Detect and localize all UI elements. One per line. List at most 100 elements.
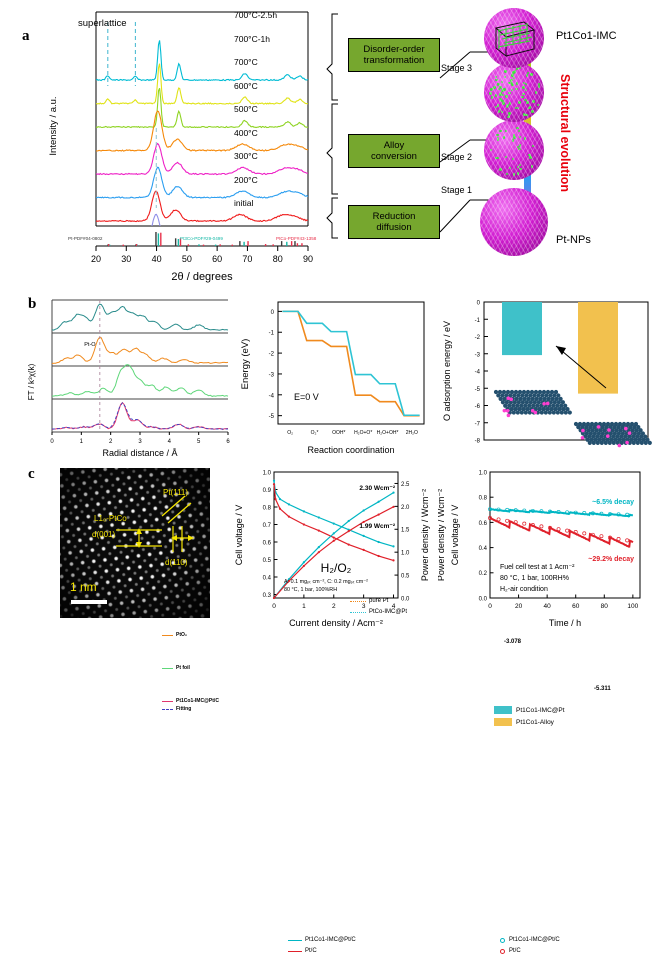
imc-superlattice-icon bbox=[494, 21, 536, 58]
particle-bottom-label: Pt-NPs bbox=[556, 234, 591, 246]
svg-text:2: 2 bbox=[332, 603, 336, 610]
svg-text:-5: -5 bbox=[269, 414, 275, 420]
svg-text:1: 1 bbox=[302, 603, 306, 610]
svg-text:OOH*: OOH* bbox=[332, 430, 345, 436]
energy-legend-item: PtCo-IMC@Pt bbox=[350, 609, 407, 615]
svg-text:40: 40 bbox=[544, 603, 552, 610]
polarization-legend-label: Pt1Co1-IMC@Pt/C bbox=[305, 937, 356, 943]
peak-power-imc-label: 2.30 Wcm⁻² bbox=[359, 485, 395, 492]
svg-text:1.0: 1.0 bbox=[401, 551, 410, 557]
panel-b: b Pt-O 0 1 2 3 4 5 6 FT / k³χ(k) Radial distan… bbox=[0, 292, 672, 726]
svg-text:O₂: O₂ bbox=[287, 430, 293, 436]
polarization-gas-label: H₂/O₂ bbox=[321, 561, 352, 575]
svg-text:0.0: 0.0 bbox=[479, 596, 488, 602]
durability-legend-label: Pt1Co1-IMC@Pt/C bbox=[509, 937, 560, 943]
svg-text:70: 70 bbox=[242, 254, 252, 264]
exafs-legend-label: Pt1Co1-IMC@Pt/C bbox=[176, 698, 219, 704]
svg-text:O₂*: O₂* bbox=[311, 430, 319, 436]
svg-text:-3: -3 bbox=[269, 372, 275, 378]
particle-top-label: Pt1Co1-IMC bbox=[556, 30, 617, 42]
polarization-ylabel-left: Cell voltage / V bbox=[234, 505, 244, 566]
svg-text:0: 0 bbox=[272, 603, 276, 610]
polarization-legend-label: Pt/C bbox=[305, 948, 317, 954]
structural-evolution-label: Structural evolution bbox=[558, 74, 572, 193]
xrd-plot: 20 30 40 50 60 70 80 90 Intensity / a.u. 2θ / d… bbox=[48, 11, 313, 283]
stem-phase-label: L1₀-PtCo bbox=[94, 514, 127, 523]
exafs-legend-label: Pt foil bbox=[176, 665, 190, 671]
durability-plot: 1.0 0.8 0.6 0.4 0.2 0.0 0 20 40 60 80 100 Cell vol… bbox=[438, 470, 641, 628]
stage1-box[interactable]: Reduction diffusion bbox=[348, 205, 440, 239]
panel-b-letter: b bbox=[28, 296, 37, 312]
xrd-curve-label: 700°C-2.5h bbox=[234, 10, 278, 20]
svg-text:5: 5 bbox=[197, 439, 201, 445]
svg-text:60: 60 bbox=[212, 254, 222, 264]
stage3-box[interactable]: Disorder-order transformation bbox=[348, 38, 440, 72]
exafs-plot: Pt-O 0 1 2 3 4 5 6 FT / k³χ(k) Radial distance… bbox=[27, 299, 230, 458]
svg-text:1.5: 1.5 bbox=[401, 528, 410, 534]
stage1-line1: Reduction bbox=[372, 211, 416, 222]
svg-text:1.0: 1.0 bbox=[479, 470, 488, 476]
durability-ylabel-left: Cell voltage / V bbox=[450, 505, 460, 566]
energy-diagram-plot: 0 -1 -2 -3 -4 -5 O₂ O₂* OOH* H₂O+O* H₂O+OH* 2H₂O E… bbox=[240, 301, 425, 455]
svg-text:-7: -7 bbox=[475, 421, 481, 427]
svg-text:0.0: 0.0 bbox=[401, 596, 410, 602]
stage2-line2: conversion bbox=[371, 151, 417, 162]
nanoparticle-pt1co1-imc bbox=[484, 8, 544, 68]
adsorption-legend-label: Pt1Co1-IMC@Pt bbox=[516, 706, 565, 714]
panel-c: c Pt(111) L1₀-PtCo d(001) d(110) 1 nm bbox=[0, 462, 672, 954]
svg-text:2.5: 2.5 bbox=[401, 482, 410, 488]
svg-text:0.6: 0.6 bbox=[263, 540, 272, 546]
potential-label: E=0 V bbox=[294, 392, 319, 402]
xrd-curve-label: 600°C bbox=[234, 80, 258, 91]
stage-braces bbox=[326, 13, 338, 239]
energy-legend-item: pure Pt bbox=[350, 598, 388, 604]
svg-text:60: 60 bbox=[572, 603, 580, 610]
svg-text:-4: -4 bbox=[475, 370, 481, 376]
superlattice-annotation: superlattice bbox=[78, 18, 127, 29]
svg-text:20: 20 bbox=[91, 254, 101, 264]
stage3-line2: transformation bbox=[363, 55, 425, 66]
svg-text:0.7: 0.7 bbox=[263, 523, 272, 529]
svg-text:-8: -8 bbox=[475, 439, 481, 445]
svg-text:90: 90 bbox=[303, 254, 313, 264]
xrd-curve-label: 700°C bbox=[234, 57, 258, 67]
svg-text:100: 100 bbox=[627, 603, 638, 610]
stem-pt111-label: Pt(111) bbox=[163, 488, 189, 497]
xrd-curve-label: 200°C bbox=[234, 174, 258, 185]
svg-text:1: 1 bbox=[80, 439, 84, 445]
durability-legend-item: Pt/C bbox=[500, 948, 521, 954]
svg-text:0: 0 bbox=[488, 603, 492, 610]
svg-text:-1: -1 bbox=[269, 331, 275, 337]
xrd-curve-label: 400°C bbox=[234, 127, 258, 138]
svg-text:3: 3 bbox=[362, 603, 366, 610]
exafs-legend-item-fitting: Fitting bbox=[162, 706, 191, 712]
stage2-label: Stage 2 bbox=[441, 152, 473, 162]
exafs-legend-item: PtO₂ bbox=[162, 632, 187, 638]
svg-text:6: 6 bbox=[226, 439, 230, 445]
stem-d001-label: d(001) bbox=[92, 530, 116, 539]
svg-text:-2: -2 bbox=[475, 335, 481, 341]
exafs-legend-label-fitting: Fitting bbox=[176, 706, 192, 712]
xrd-curve-label: 500°C bbox=[234, 104, 258, 114]
polarization-condition-1: A: 0.1 mgₚₜ cm⁻², C: 0.2 mgₚₜ cm⁻² bbox=[284, 579, 368, 585]
stage2-box[interactable]: Alloy conversion bbox=[348, 134, 440, 168]
svg-text:0.5: 0.5 bbox=[263, 558, 272, 564]
svg-text:0.8: 0.8 bbox=[479, 496, 488, 502]
xrd-curve-label: 700°C-1h bbox=[234, 33, 271, 44]
pdf-ref-label: Pt3Co-PDF#29-0499 bbox=[180, 236, 223, 241]
energy-ylabel: Energy (eV) bbox=[240, 339, 251, 390]
durability-legend-item: Pt1Co1-IMC@Pt/C bbox=[500, 937, 560, 943]
svg-text:0.5: 0.5 bbox=[401, 573, 410, 579]
stem-scalebar bbox=[71, 600, 107, 604]
pdf-ref-label: Pt-PDF#04-0802 bbox=[68, 236, 103, 241]
svg-text:20: 20 bbox=[515, 603, 523, 610]
adsorption-legend-item: Pt1Co1-IMC@Pt bbox=[494, 706, 565, 714]
durability-condition-3: H₂-air condition bbox=[500, 586, 548, 593]
energy-xlabel: Reaction coordination bbox=[307, 445, 394, 455]
xrd-curve-label: initial bbox=[234, 198, 254, 208]
polarization-ylabel-right: Power density / Wcm⁻² bbox=[420, 489, 430, 581]
svg-text:-1: -1 bbox=[475, 318, 481, 324]
svg-text:-6: -6 bbox=[475, 404, 481, 410]
svg-text:0.3: 0.3 bbox=[263, 593, 272, 599]
svg-text:-4: -4 bbox=[269, 393, 275, 399]
